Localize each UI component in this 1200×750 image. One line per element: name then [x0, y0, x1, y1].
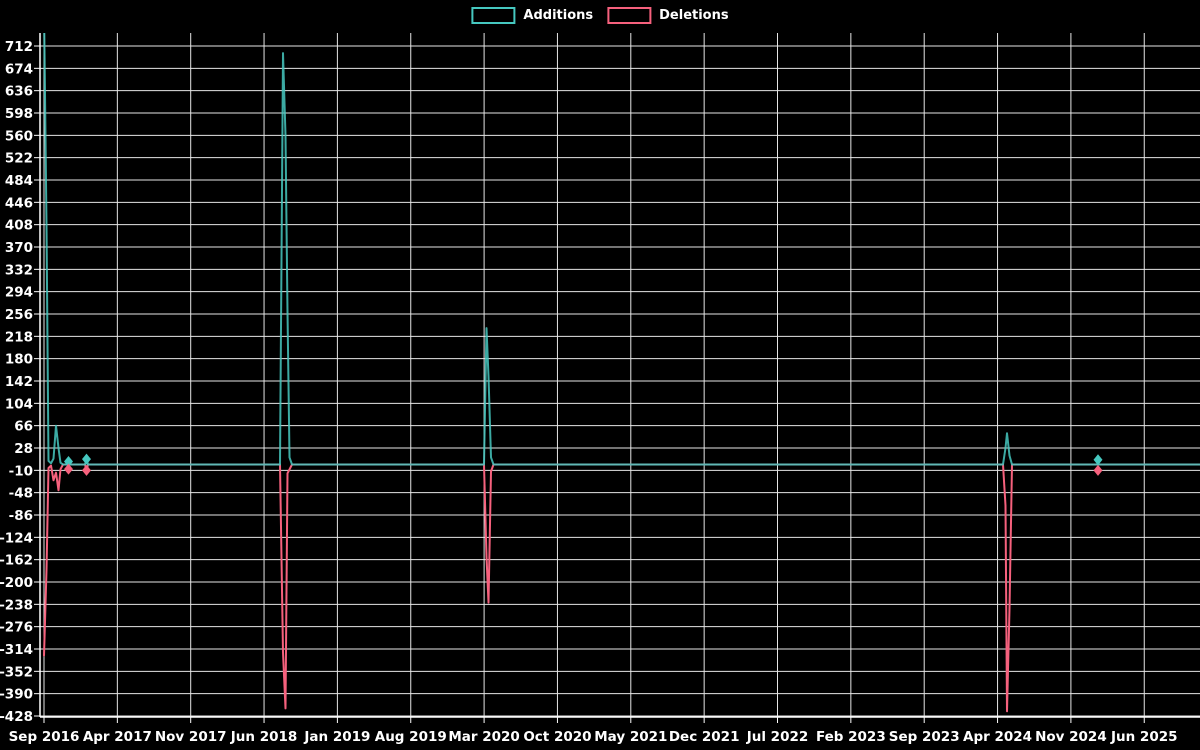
- x-tick-label: Jun 2025: [1110, 729, 1178, 745]
- y-tick-label: 332: [5, 262, 33, 278]
- x-tick-label: Jul 2022: [746, 729, 809, 745]
- legend-item-additions[interactable]: Additions: [471, 7, 593, 24]
- y-tick-label: -390: [0, 687, 33, 703]
- x-tick-label: Apr 2017: [83, 729, 152, 745]
- y-tick-label: -238: [0, 597, 33, 613]
- y-tick-label: -162: [0, 553, 33, 569]
- x-tick-label: Sep 2023: [889, 729, 960, 745]
- y-tick-label: 446: [5, 195, 33, 211]
- legend-item-deletions[interactable]: Deletions: [607, 7, 729, 24]
- y-tick-label: 522: [5, 151, 33, 167]
- y-tick-label: 484: [5, 173, 33, 189]
- additions-point-marker: [64, 456, 73, 468]
- x-tick-label: Aug 2019: [375, 729, 447, 745]
- y-tick-label: -276: [0, 620, 33, 636]
- legend-label-deletions: Deletions: [659, 8, 729, 23]
- y-tick-label: -48: [9, 486, 33, 502]
- x-tick-label: Nov 2017: [155, 729, 227, 745]
- additions-point-marker: [1093, 454, 1103, 466]
- y-tick-label: 142: [5, 374, 33, 390]
- deletions-point-marker: [82, 464, 91, 476]
- x-tick-label: Jun 2018: [230, 729, 298, 745]
- deletions-line: [43, 463, 1200, 713]
- additions-swatch-icon: [471, 7, 516, 24]
- x-tick-label: Feb 2023: [816, 729, 886, 745]
- deletions-point-marker: [64, 463, 73, 475]
- y-tick-label: 28: [14, 441, 33, 457]
- y-tick-label: -86: [9, 508, 33, 524]
- x-tick-label: Mar 2020: [448, 729, 519, 745]
- y-tick-label: 408: [5, 218, 33, 234]
- additions-point-marker: [82, 453, 91, 465]
- y-tick-label: 370: [5, 240, 33, 256]
- y-tick-label: 712: [5, 39, 33, 55]
- additions-line: [43, 33, 1200, 466]
- deletions-point-marker: [1093, 464, 1103, 476]
- deletions-swatch-icon: [607, 7, 652, 24]
- y-tick-label: 560: [5, 128, 33, 144]
- chart-legend: Additions Deletions: [471, 7, 729, 24]
- y-tick-label: 294: [5, 285, 33, 301]
- y-tick-label: 636: [5, 84, 33, 100]
- y-tick-label: -10: [9, 463, 33, 479]
- x-tick-label: Oct 2020: [523, 729, 591, 745]
- y-tick-label: 674: [5, 61, 33, 77]
- y-tick-label: -124: [0, 530, 33, 546]
- y-tick-label: 218: [5, 329, 33, 345]
- y-tick-label: 66: [14, 419, 33, 435]
- x-tick-label: Apr 2024: [963, 729, 1032, 745]
- x-tick-label: May 2021: [594, 729, 667, 745]
- x-tick-label: Sep 2016: [9, 729, 80, 745]
- y-tick-label: -428: [0, 709, 33, 725]
- y-tick-label: -314: [0, 642, 33, 658]
- x-tick-label: Jan 2019: [303, 729, 370, 745]
- y-tick-label: -352: [0, 664, 33, 680]
- x-tick-label: Nov 2024: [1035, 729, 1107, 745]
- y-tick-label: 104: [5, 396, 33, 412]
- y-tick-label: 598: [5, 106, 33, 122]
- y-tick-label: 180: [5, 352, 33, 368]
- x-tick-label: Dec 2021: [669, 729, 740, 745]
- y-tick-label: 256: [5, 307, 33, 323]
- legend-label-additions: Additions: [523, 8, 594, 23]
- y-tick-label: -200: [0, 575, 33, 591]
